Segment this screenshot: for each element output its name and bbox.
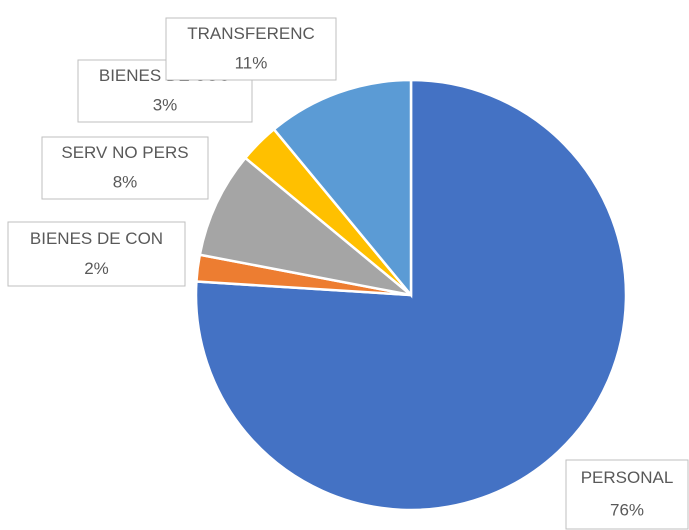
data-label-box [565, 459, 689, 530]
pie-slice [198, 156, 412, 297]
category-label: SERV NO PERS [61, 143, 188, 162]
data-label-box [41, 136, 209, 200]
category-label: PERSONAL [581, 468, 674, 487]
category-label: BIENES DE CON [30, 229, 163, 248]
data-label: 3% [153, 95, 178, 114]
data-label: 76% [610, 501, 644, 520]
data-label-box [7, 221, 186, 287]
data-label-box [165, 17, 337, 81]
data-label: 2% [84, 259, 109, 278]
data-label: 11% [235, 53, 268, 72]
data-label: 8% [113, 172, 138, 191]
pie-slice [272, 78, 413, 299]
category-label: TRANSFERENC [187, 24, 315, 43]
